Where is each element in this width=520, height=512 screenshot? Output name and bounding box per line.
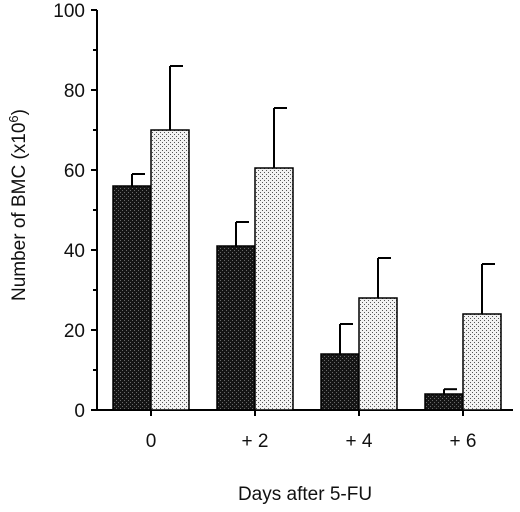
y-axis-title: Number of BMC (x106) xyxy=(6,109,30,301)
bar-light xyxy=(358,297,398,411)
x-tick-label: + 6 xyxy=(450,431,477,452)
bar-light xyxy=(254,167,294,411)
y-axis-title-text: Number of BMC (x10 xyxy=(9,123,30,301)
labels-group: Days after 5-FU Number of BMC (x106) 0 20… xyxy=(6,1,476,505)
x-tick-label: + 4 xyxy=(346,431,373,452)
y-tick-label: 100 xyxy=(53,1,85,22)
bars-group xyxy=(112,65,502,411)
x-tick-label: + 2 xyxy=(242,431,269,452)
bar-light xyxy=(150,129,190,411)
y-tick-label: 20 xyxy=(64,321,85,342)
bar-light xyxy=(462,313,502,411)
y-tick-label: 80 xyxy=(64,81,85,102)
y-tick-label: 0 xyxy=(74,401,85,422)
y-axis-title-close: ) xyxy=(9,109,30,115)
bar-dark xyxy=(424,393,464,411)
x-axis-title: Days after 5-FU xyxy=(238,484,372,505)
y-tick-label: 60 xyxy=(64,161,85,182)
y-tick-label: 40 xyxy=(64,241,85,262)
bar-dark xyxy=(216,245,256,411)
y-axis-title-exponent: 6 xyxy=(6,115,21,122)
bar-dark xyxy=(112,185,152,411)
x-tick-label: 0 xyxy=(146,431,157,452)
bar-dark xyxy=(320,353,360,411)
